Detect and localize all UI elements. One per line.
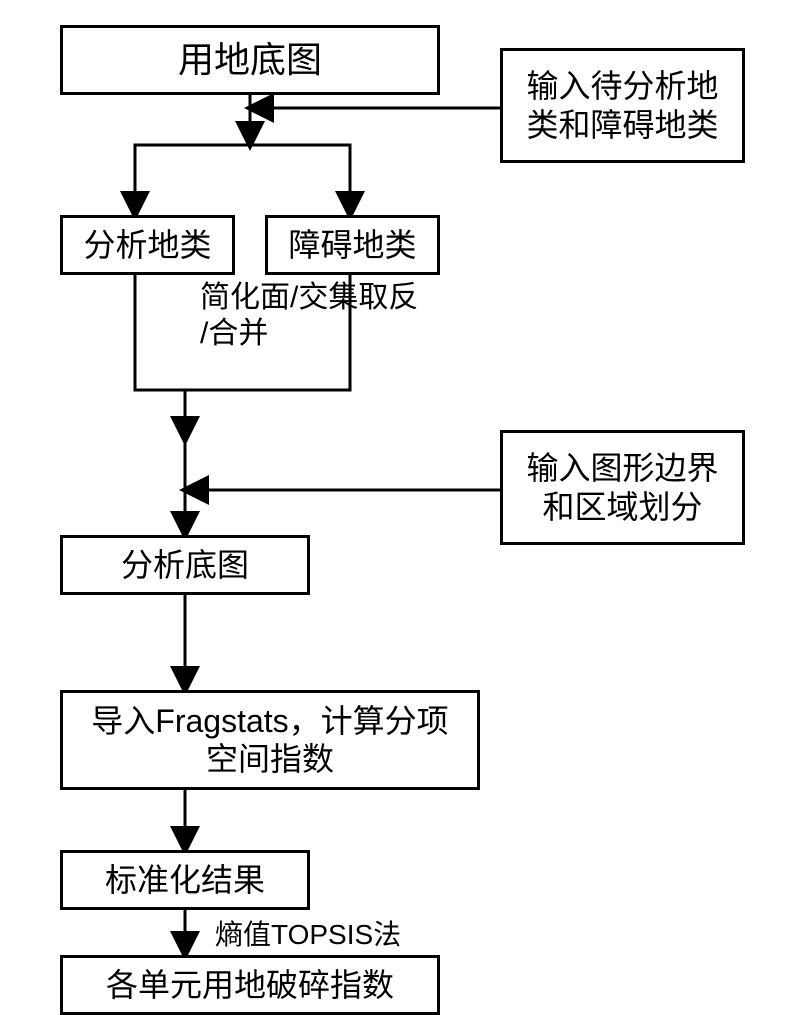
edge-e5 xyxy=(135,275,185,390)
node-label: 导入Fragstats，计算分项空间指数 xyxy=(91,702,448,779)
node-label: 障碍地类 xyxy=(288,226,416,264)
node-analysis-basemap: 分析底图 xyxy=(60,535,310,595)
node-base-map: 用地底图 xyxy=(60,25,440,95)
node-obstacle-landtype: 障碍地类 xyxy=(265,215,440,275)
node-fragstats: 导入Fragstats，计算分项空间指数 xyxy=(60,690,480,790)
label-text: 熵值TOPSIS法 xyxy=(215,919,401,950)
node-label: 分析底图 xyxy=(121,546,249,584)
node-normalize: 标准化结果 xyxy=(60,850,310,910)
node-analysis-landtype: 分析地类 xyxy=(60,215,235,275)
node-input-landtypes: 输入待分析地类和障碍地类 xyxy=(500,48,745,163)
edge-e3 xyxy=(135,145,250,215)
edge-e4 xyxy=(250,145,350,215)
node-label: 分析地类 xyxy=(83,226,211,264)
label-simplify-merge: 简化面/交集取反/合并 xyxy=(200,280,418,352)
node-label: 各单元用地破碎指数 xyxy=(106,966,394,1004)
node-label: 用地底图 xyxy=(178,38,322,81)
label-entropy-topsis: 熵值TOPSIS法 xyxy=(215,918,401,952)
label-text: 简化面/交集取反/合并 xyxy=(200,281,418,350)
node-label: 标准化结果 xyxy=(105,861,265,899)
node-fragmentation-idx: 各单元用地破碎指数 xyxy=(60,955,440,1015)
node-label: 输入图形边界和区域划分 xyxy=(526,449,718,526)
node-input-boundary: 输入图形边界和区域划分 xyxy=(500,430,745,545)
node-label: 输入待分析地类和障碍地类 xyxy=(526,67,718,144)
